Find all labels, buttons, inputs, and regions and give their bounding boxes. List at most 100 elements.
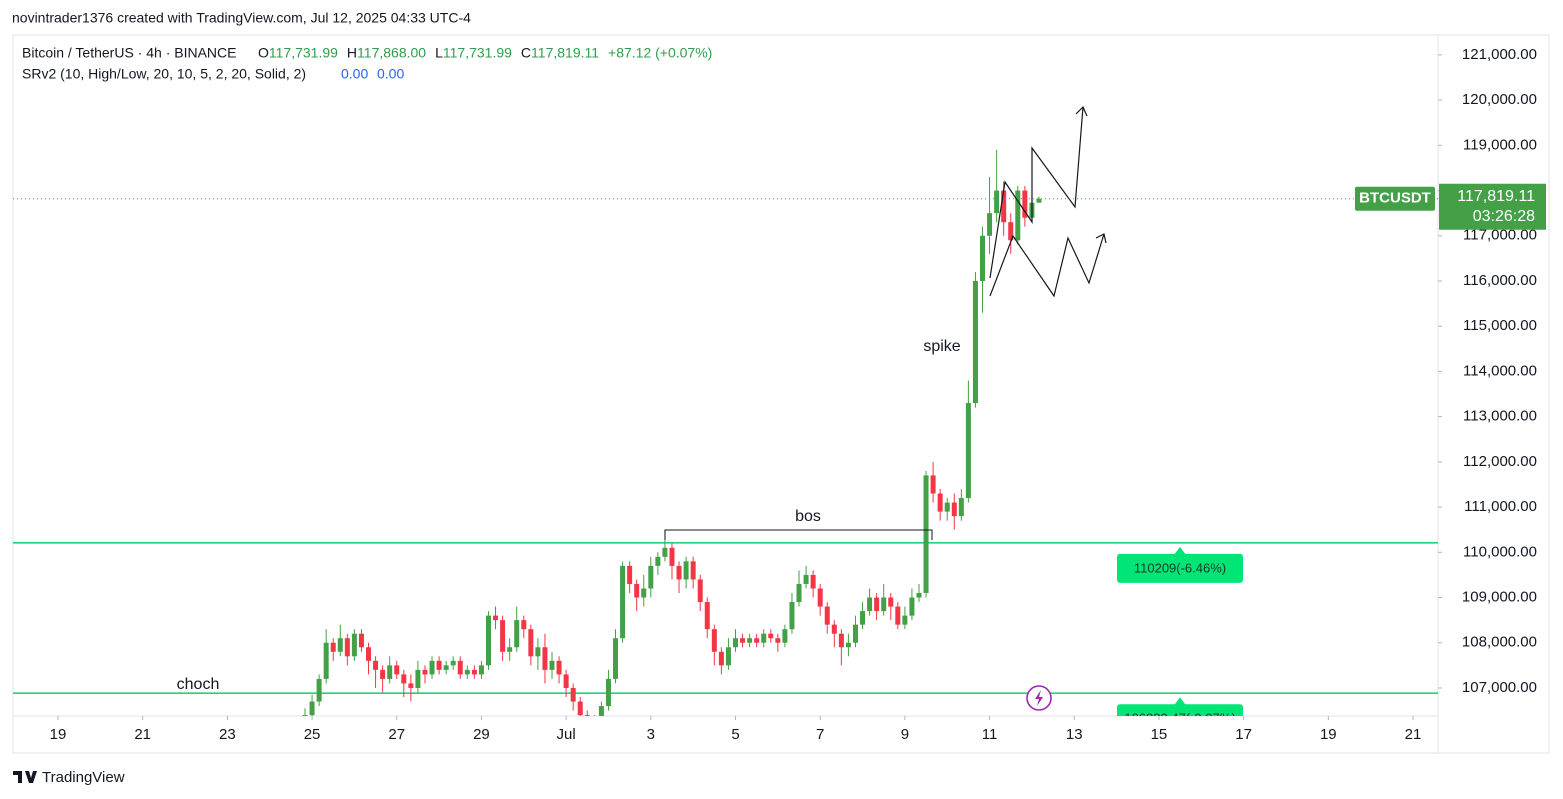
candle-body: [302, 715, 308, 716]
candle-body: [895, 606, 901, 625]
candle-body: [775, 638, 781, 643]
candle-body: [980, 235, 986, 281]
x-tick-label: 7: [816, 726, 824, 743]
candle-body: [754, 638, 760, 643]
candle-body: [972, 280, 978, 404]
drawn-path: [989, 106, 1084, 279]
level-label: 110209(-6.46%): [1117, 546, 1243, 583]
candle-body: [662, 547, 668, 557]
candle-body: [507, 647, 513, 652]
drawings: [664, 105, 1107, 540]
x-tick-label: 21: [1405, 726, 1422, 743]
candle-body: [655, 556, 661, 566]
x-tick-label: 11: [982, 726, 998, 743]
annotation: choch: [177, 676, 220, 693]
level-label: 106883.47(-9.27%): [1117, 697, 1243, 716]
candle-body: [634, 583, 640, 598]
candle-body: [860, 611, 866, 625]
price-tag-countdown: 03:26:28: [1473, 208, 1535, 225]
candle-body: [422, 669, 428, 675]
candle-body: [1008, 222, 1014, 241]
indicator-value: 0.00: [377, 66, 404, 82]
candle-body: [408, 683, 414, 688]
candle-body: [909, 597, 915, 616]
candle-body: [358, 633, 364, 648]
candle-body: [535, 647, 541, 657]
y-tick-label: 116,000.00: [1463, 272, 1537, 289]
level-label-box: [1117, 704, 1243, 716]
plot-area: 110209(-6.46%) 106883.47(-9.27%): [13, 149, 1438, 716]
candle-body: [838, 633, 844, 648]
candle-body: [351, 633, 357, 657]
candle-body: [387, 665, 393, 679]
candle-body: [817, 588, 823, 607]
candle-body: [549, 660, 555, 670]
level-label-text: 110209(-6.46%): [1134, 560, 1226, 575]
y-tick-label: 117,000.00: [1463, 227, 1537, 244]
candle-body: [457, 660, 463, 675]
candle-body: [958, 498, 964, 517]
legend-indicator: SRv2 (10, High/Low, 20, 10, 5, 2, 20, So…: [22, 66, 306, 82]
y-tick-label: 110,000.00: [1463, 543, 1537, 560]
legend-key: O: [258, 45, 269, 61]
candle-body: [627, 565, 633, 584]
candle-body: [789, 602, 795, 630]
candle-body: [330, 642, 336, 652]
candle-body: [718, 651, 724, 666]
candle-body: [478, 665, 484, 675]
candle-body: [690, 561, 696, 580]
legend-value: 117,731.99: [269, 45, 338, 61]
candle-body: [874, 597, 880, 612]
candle-body: [556, 660, 562, 675]
candle-body: [1001, 190, 1007, 223]
arrowhead: [1075, 105, 1088, 117]
footer-logo: [13, 771, 37, 783]
candle-body: [373, 660, 379, 670]
candle-body: [577, 701, 583, 716]
candle-body: [697, 579, 703, 603]
candle-body: [867, 597, 873, 612]
candle-body: [852, 624, 858, 643]
x-tick-label: 23: [219, 726, 236, 743]
x-tick-label: 15: [1151, 726, 1168, 743]
candle-body: [965, 403, 971, 499]
candle-body: [987, 213, 993, 236]
alert-icon[interactable]: [1026, 685, 1052, 711]
candle-body: [542, 647, 548, 670]
annotation: bos: [795, 508, 821, 525]
candle-body: [323, 642, 329, 679]
legend-symbol: Bitcoin / TetherUS · 4h · BINANCE: [22, 45, 236, 61]
candle-body: [923, 475, 929, 594]
candle-body: [493, 615, 499, 621]
price-tag-value: 117,819.11: [1457, 188, 1535, 205]
candle-body: [584, 715, 590, 716]
legend-change: +87.12 (+0.07%): [608, 45, 712, 61]
candle-body: [570, 687, 576, 702]
level-label-tip: [1174, 697, 1186, 706]
candle-body: [930, 475, 936, 494]
candle-body: [429, 660, 435, 675]
candle-body: [888, 597, 894, 607]
candle-body: [401, 674, 407, 684]
candle-body: [443, 665, 449, 670]
candle-body: [344, 638, 350, 657]
legend-ohlc: O 117,731.99 H 117,868.00 L 117,731.99 C 117,81…: [258, 45, 712, 61]
y-tick-label: 107,000.00: [1462, 679, 1537, 696]
footer-brand: TradingView: [42, 769, 125, 786]
x-tick-label: 19: [1320, 726, 1337, 743]
x-tick-label: 21: [134, 726, 151, 743]
legend-value: 117,731.99: [443, 45, 512, 61]
candle-body: [761, 633, 767, 643]
candle-body: [380, 669, 386, 679]
candle-body: [747, 638, 753, 643]
candle-body: [450, 660, 456, 666]
y-tick-label: 108,000.00: [1462, 634, 1537, 651]
x-tick-label: 17: [1235, 726, 1252, 743]
candle-body: [528, 629, 534, 657]
candle-body: [415, 669, 421, 688]
candle-body: [436, 660, 442, 670]
candle-body: [676, 565, 682, 580]
candle-body: [831, 624, 837, 634]
